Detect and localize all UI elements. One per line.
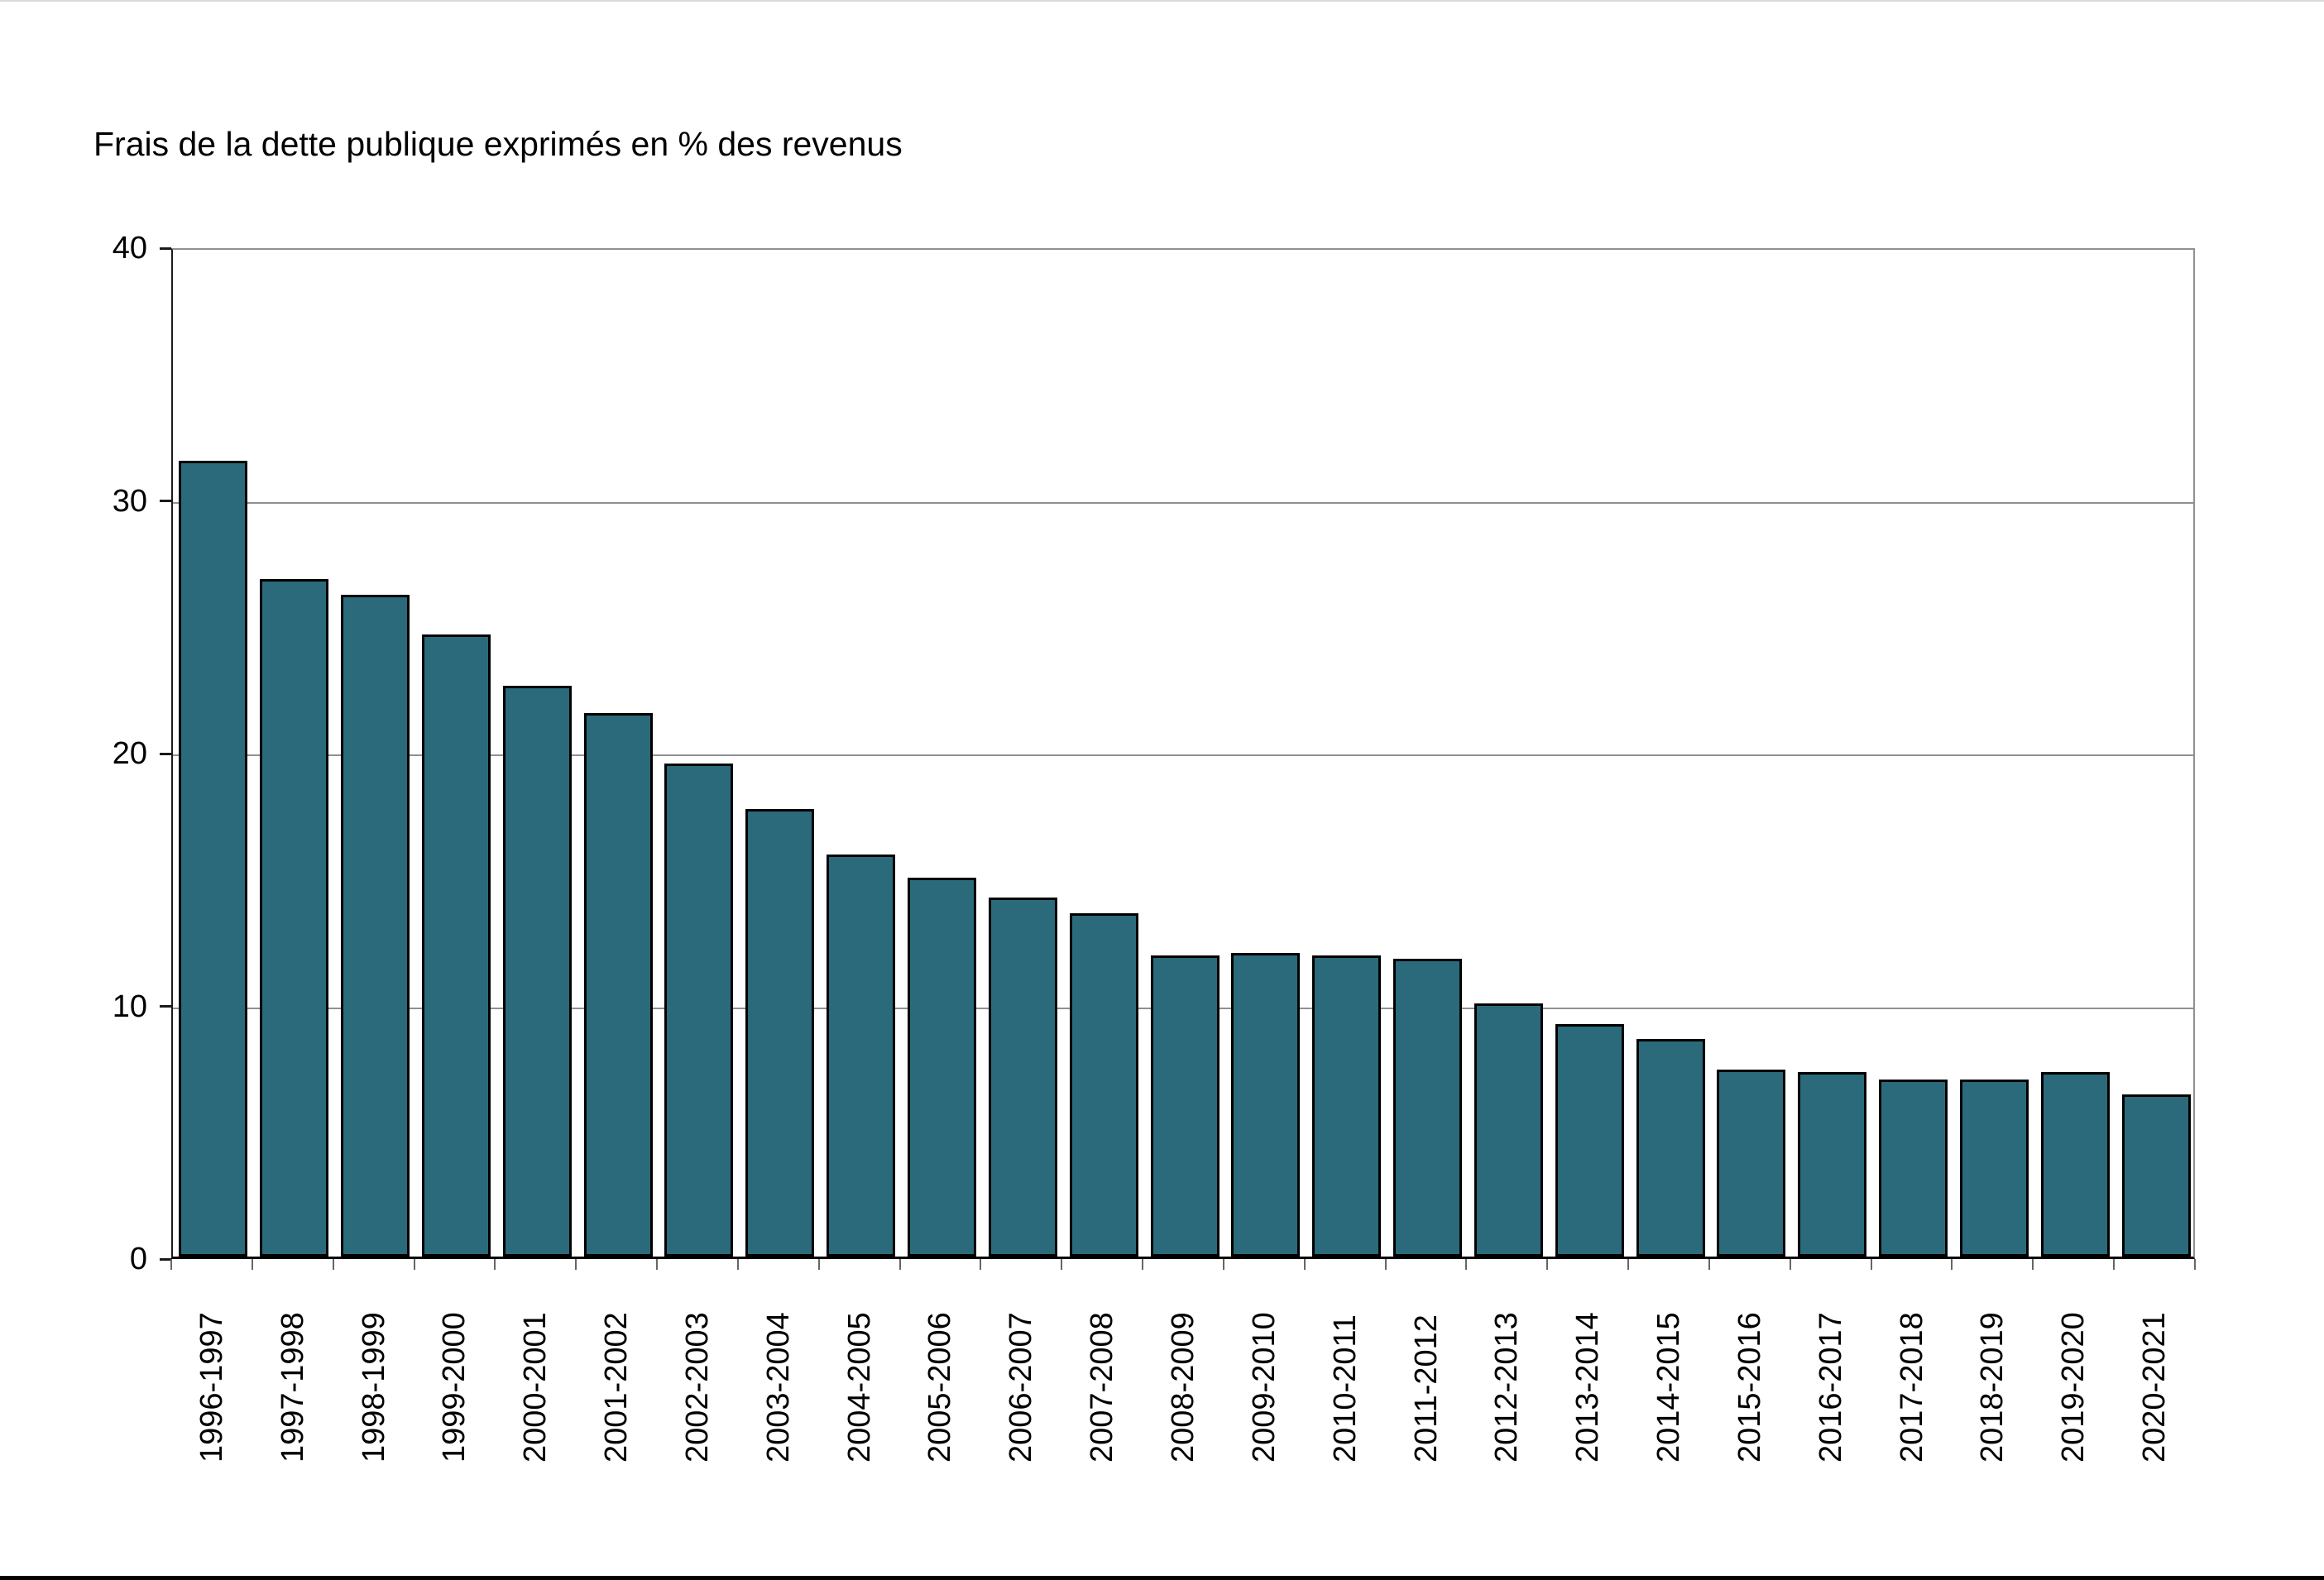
y-tick-30 [160,500,171,502]
x-tick-7 [736,1259,739,1270]
x-tick-14 [1303,1259,1306,1270]
x-tick-label-2014-2015: 2014-2015 [1651,1312,1687,1463]
bar-2016-2017 [1798,1072,1867,1257]
y-tick-20 [160,752,171,755]
x-tick-label-2001-2002: 2001-2002 [599,1312,635,1463]
x-tick-2 [332,1259,334,1270]
y-tick-label-10: 10 [112,989,147,1024]
x-tick-16 [1465,1259,1468,1270]
bar-2019-2020 [2040,1072,2110,1257]
y-tick-label-40: 40 [112,231,147,266]
x-tick-12 [1142,1259,1144,1270]
y-tick-40 [160,247,171,250]
page-bottom-border [0,1576,2324,1580]
x-tick-label-1996-1997: 1996-1997 [194,1312,229,1463]
bar-2011-2012 [1393,959,1463,1257]
x-tick-label-2016-2017: 2016-2017 [1813,1312,1848,1463]
x-tick-label-1998-1999: 1998-1999 [356,1312,391,1463]
x-tick-label-2011-2012: 2011-2012 [1408,1314,1444,1463]
bar-2012-2013 [1473,1003,1543,1257]
plot-area [171,248,2195,1259]
bar-2017-2018 [1879,1080,1948,1257]
x-tick-5 [575,1259,577,1270]
bar-2000-2001 [502,686,572,1257]
x-tick-label-2002-2003: 2002-2003 [679,1312,715,1463]
x-tick-label-2013-2014: 2013-2014 [1570,1312,1606,1463]
bar-2015-2016 [1717,1070,1786,1257]
x-tick-24 [2113,1259,2116,1270]
x-tick-label-2019-2020: 2019-2020 [2056,1312,2092,1463]
gridline-20 [173,754,2193,756]
x-tick-23 [2032,1259,2034,1270]
x-tick-6 [656,1259,659,1270]
x-tick-label-2009-2010: 2009-2010 [1246,1312,1282,1463]
x-tick-label-1999-2000: 1999-2000 [437,1312,472,1463]
bar-2008-2009 [1150,955,1220,1257]
bar-2001-2002 [583,713,653,1257]
x-tick-22 [1951,1259,1953,1270]
bar-1997-1998 [260,579,329,1257]
bar-2003-2004 [745,809,815,1257]
x-tick-21 [1870,1259,1872,1270]
x-tick-label-2020-2021: 2020-2021 [2137,1312,2173,1463]
bar-2013-2014 [1555,1024,1624,1257]
bar-2007-2008 [1069,913,1138,1257]
x-tick-label-1997-1998: 1997-1998 [275,1312,310,1463]
x-tick-3 [413,1259,415,1270]
x-tick-17 [1546,1259,1549,1270]
x-tick-1 [251,1259,253,1270]
y-tick-label-0: 0 [129,1242,147,1276]
x-tick-label-2007-2008: 2007-2008 [1085,1312,1120,1463]
x-tick-9 [898,1259,901,1270]
y-tick-10 [160,1005,171,1008]
bar-2009-2010 [1231,953,1301,1257]
y-tick-label-20: 20 [112,736,147,771]
bar-2018-2019 [1959,1080,2029,1257]
bar-2004-2005 [827,855,896,1257]
x-tick-label-2015-2016: 2015-2016 [1732,1312,1767,1463]
x-tick-label-2004-2005: 2004-2005 [841,1312,877,1463]
bar-2020-2021 [2121,1094,2191,1257]
x-tick-8 [817,1259,820,1270]
bar-2014-2015 [1636,1039,1705,1257]
x-tick-18 [1627,1259,1630,1270]
bar-2010-2011 [1312,955,1382,1257]
x-tick-10 [980,1259,982,1270]
x-tick-label-2000-2001: 2000-2001 [518,1312,553,1463]
y-tick-0 [160,1257,171,1261]
x-tick-label-2010-2011: 2010-2011 [1327,1314,1363,1463]
bar-2006-2007 [988,898,1057,1257]
x-tick-19 [1708,1259,1710,1270]
chart-title: Frais de la dette publique exprimés en %… [93,125,903,163]
bar-2005-2006 [907,878,976,1257]
x-tick-label-2012-2013: 2012-2013 [1489,1312,1525,1463]
x-tick-label-2017-2018: 2017-2018 [1894,1312,1929,1463]
x-tick-25 [2194,1259,2196,1270]
page-top-border [0,0,2324,2]
x-tick-label-2006-2007: 2006-2007 [1004,1312,1039,1463]
y-tick-label-30: 30 [112,483,147,519]
x-tick-4 [494,1259,496,1270]
x-tick-11 [1061,1259,1063,1270]
x-tick-label-2003-2004: 2003-2004 [760,1312,796,1463]
x-tick-label-2018-2019: 2018-2019 [1975,1312,2010,1463]
bar-2002-2003 [664,764,734,1257]
gridline-30 [173,501,2193,504]
x-tick-0 [170,1259,172,1270]
x-tick-13 [1222,1259,1224,1270]
x-tick-20 [1789,1259,1791,1270]
x-tick-label-2005-2006: 2005-2006 [922,1312,958,1463]
bar-1999-2000 [421,634,491,1257]
x-tick-label-2008-2009: 2008-2009 [1166,1312,1200,1463]
x-tick-15 [1384,1259,1387,1270]
bar-1996-1997 [179,461,248,1257]
bar-1998-1999 [341,595,410,1257]
